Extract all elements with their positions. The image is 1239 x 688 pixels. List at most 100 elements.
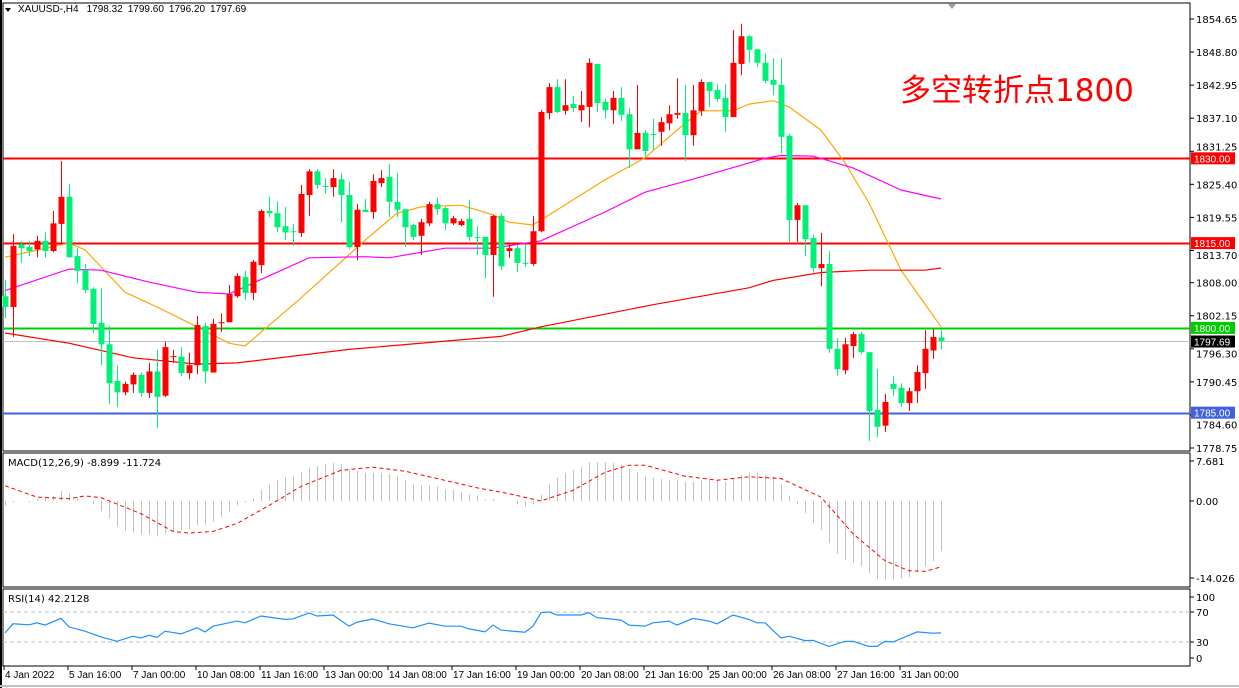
- candle: [10, 234, 17, 337]
- candle-body: [754, 49, 761, 63]
- price-tick-label: 1802.15: [1196, 312, 1237, 323]
- price-tick-label: 1784.60: [1196, 421, 1237, 432]
- candle: [866, 352, 873, 441]
- candle-body: [642, 132, 649, 151]
- level-price-tag: [1191, 321, 1235, 334]
- candle: [314, 169, 321, 189]
- time-tick-label: 5 Jan 16:00: [69, 670, 122, 681]
- candle: [658, 117, 665, 146]
- macd-indicator: MACD(12,26,9) -8.899 -11.724: [4, 458, 942, 580]
- candle: [338, 173, 345, 223]
- candle-body: [146, 371, 153, 393]
- candle: [298, 184, 305, 237]
- candle-body: [346, 195, 353, 248]
- candle: [530, 215, 537, 266]
- candle-body: [874, 409, 881, 427]
- level-price-tag-label: 1815.00: [1194, 239, 1231, 250]
- candle-body: [434, 204, 441, 210]
- price-tick-label: 1848.80: [1196, 48, 1237, 59]
- candle-body: [370, 180, 377, 213]
- candle-body: [738, 36, 745, 64]
- candle: [426, 201, 433, 227]
- candle-body: [2, 296, 9, 307]
- candle-body: [258, 210, 265, 266]
- price-tick-label: 1854.65: [1196, 15, 1237, 26]
- candle: [250, 260, 257, 301]
- candle: [346, 182, 353, 250]
- chart-shift-marker-icon[interactable]: [948, 4, 956, 9]
- candle-body: [290, 231, 297, 233]
- collapse-triangle-icon[interactable]: [5, 8, 11, 12]
- candle-body: [298, 193, 305, 233]
- macd-signal-line: [4, 464, 942, 572]
- candle: [738, 23, 745, 76]
- price-tick-label: 1831.25: [1196, 142, 1237, 153]
- candle-body: [162, 347, 169, 396]
- candle-body: [514, 248, 521, 263]
- candle: [306, 169, 313, 216]
- ohlc-close: 1797.69: [210, 4, 247, 15]
- main-panel-frame: [2, 2, 1191, 452]
- candle: [330, 169, 337, 197]
- candle-body: [458, 221, 465, 226]
- time-tick-label: 20 Jan 08:00: [581, 670, 639, 681]
- candle: [826, 251, 833, 353]
- candle-body: [474, 236, 481, 238]
- candle: [650, 118, 657, 150]
- candle: [114, 365, 121, 408]
- candle-body: [722, 97, 729, 118]
- candle: [378, 170, 385, 188]
- candle-body: [402, 209, 409, 228]
- candle: [594, 63, 601, 112]
- candle: [642, 130, 649, 158]
- symbol-label: XAUUSD-,H4: [18, 4, 79, 15]
- candle: [586, 58, 593, 128]
- candle-body: [250, 261, 257, 293]
- candle-body: [690, 110, 697, 136]
- candle-body: [530, 231, 537, 265]
- candle-body: [650, 134, 657, 136]
- candle-body: [802, 205, 809, 240]
- macd-title: MACD(12,26,9) -8.899 -11.724: [8, 458, 161, 469]
- candle: [546, 83, 553, 120]
- candle: [90, 287, 97, 333]
- candle: [874, 369, 881, 437]
- candle: [362, 199, 369, 213]
- candle: [266, 196, 273, 218]
- candle: [898, 383, 905, 408]
- candle: [498, 213, 505, 271]
- time-tick-label: 31 Jan 00:00: [901, 670, 959, 681]
- rsi-title: RSI(14) 42.2128: [8, 594, 89, 605]
- candle-body: [10, 245, 17, 307]
- candle: [66, 183, 73, 258]
- candle: [210, 318, 217, 373]
- candle: [186, 352, 193, 380]
- macd-tick-label: -14.026: [1196, 574, 1235, 585]
- level-price-tag-label: 1830.00: [1194, 154, 1231, 165]
- candle: [818, 232, 825, 287]
- candle: [794, 202, 801, 242]
- candle: [474, 226, 481, 255]
- candle-body: [98, 322, 105, 345]
- candle: [154, 349, 161, 428]
- candle-body: [482, 236, 489, 255]
- candle-body: [266, 210, 273, 214]
- candle-body: [794, 205, 801, 220]
- candle-body: [154, 371, 161, 397]
- candle-body: [426, 204, 433, 224]
- rsi-tick-label: 70: [1196, 608, 1209, 619]
- candles: [2, 23, 945, 441]
- candle-body: [418, 222, 425, 236]
- level-price-tag-label: 1800.00: [1194, 324, 1231, 335]
- candle-body: [818, 264, 825, 268]
- candle: [258, 209, 265, 274]
- candle: [274, 201, 281, 233]
- rsi-tick-label: 0: [1196, 654, 1202, 665]
- candle-body: [826, 264, 833, 349]
- candle: [218, 313, 225, 332]
- candle: [666, 105, 673, 131]
- candle-body: [186, 365, 193, 374]
- candle-body: [90, 288, 97, 324]
- candle: [602, 98, 609, 119]
